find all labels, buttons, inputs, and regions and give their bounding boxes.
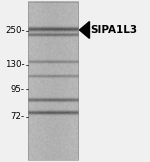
Text: 130-: 130-	[5, 60, 25, 69]
Text: 250-: 250-	[5, 26, 25, 35]
Bar	[28, 2, 78, 160]
Text: 95-: 95-	[11, 85, 25, 94]
Text: SIPA1L3: SIPA1L3	[90, 25, 137, 35]
Polygon shape	[80, 22, 90, 38]
Text: 72-: 72-	[11, 112, 25, 121]
